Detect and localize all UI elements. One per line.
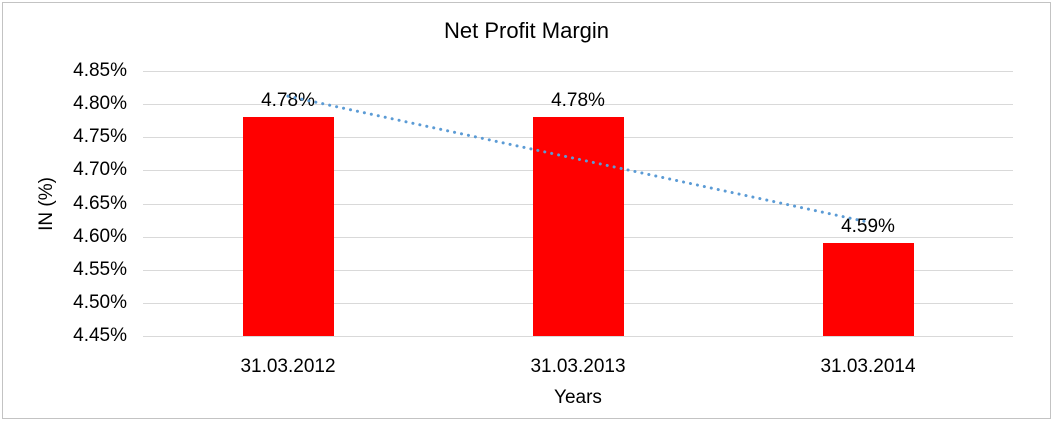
y-axis-tick-label: 4.75% <box>73 126 127 148</box>
chart-title: Net Profit Margin <box>443 18 610 43</box>
x-axis-tick-label: 31.03.2012 <box>240 356 336 377</box>
bar-31.03.2014 <box>822 243 914 336</box>
data-label: 4.59% <box>841 216 895 238</box>
x-axis-tick-label: 31.03.2014 <box>820 356 916 377</box>
y-axis-tick-label: 4.50% <box>73 291 127 313</box>
gridline <box>143 71 1013 72</box>
y-axis-tick-label: 4.80% <box>73 93 127 115</box>
x-axis-tick-label: 31.03.2013 <box>530 356 626 377</box>
data-label: 4.78% <box>261 90 315 112</box>
gridline <box>143 336 1013 337</box>
y-axis-tick-label: 4.60% <box>73 225 127 247</box>
y-axis-tick-label: 4.70% <box>73 159 127 181</box>
y-axis-tick-label: 4.65% <box>73 192 127 214</box>
x-axis-title: Years <box>554 387 602 408</box>
y-axis-tick-label: 4.85% <box>73 60 127 81</box>
data-label: 4.78% <box>551 90 605 112</box>
y-axis-tick-label: 4.55% <box>73 258 127 280</box>
bar-31.03.2012 <box>242 117 334 336</box>
y-axis-tick-label: 4.45% <box>73 325 127 346</box>
bar-31.03.2013 <box>532 117 624 336</box>
